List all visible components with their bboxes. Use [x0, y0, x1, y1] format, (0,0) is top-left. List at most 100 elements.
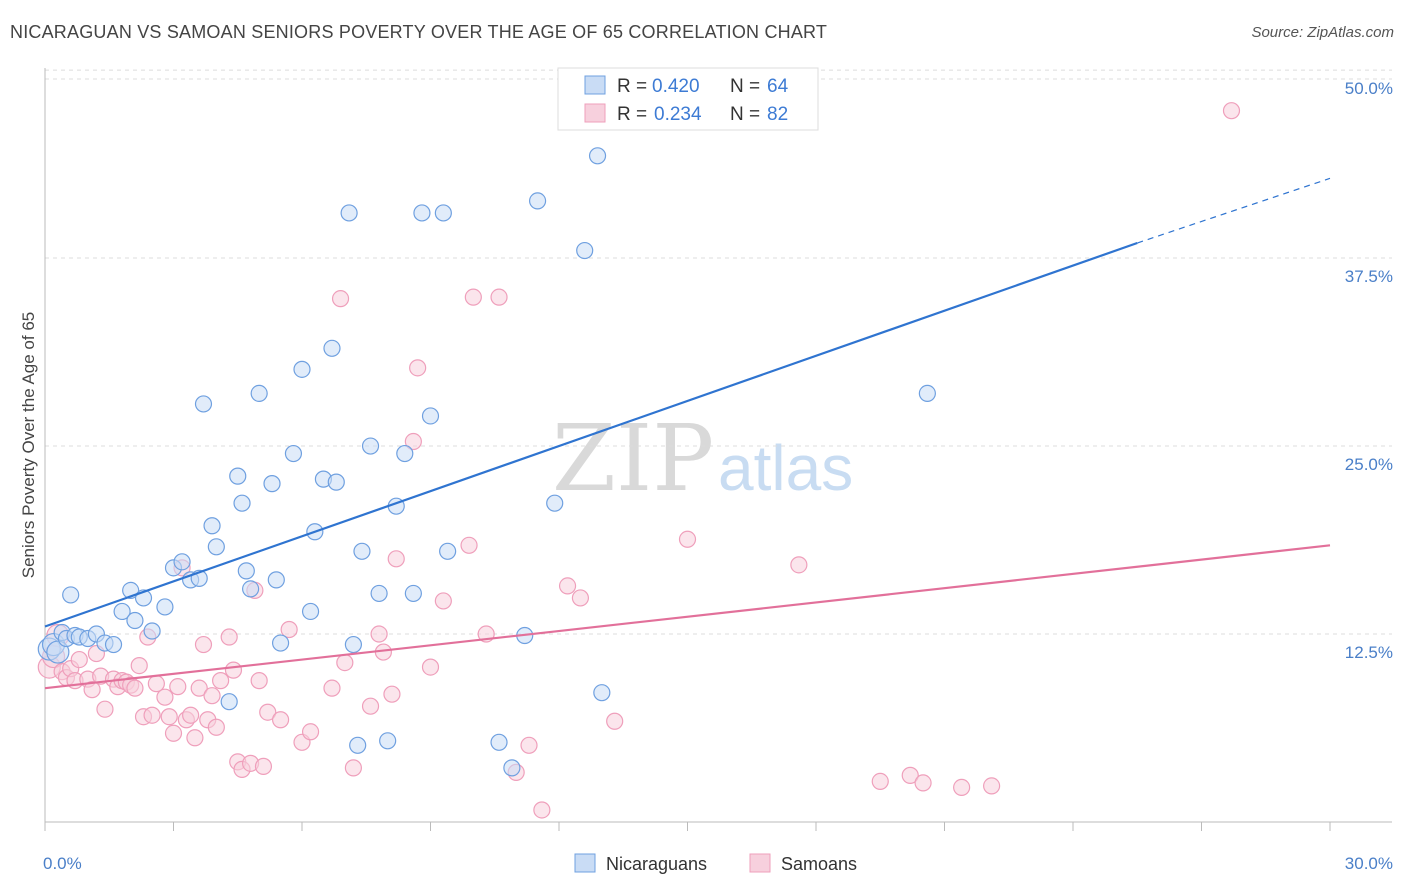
y-tick-label-0: 12.5%	[1345, 643, 1393, 662]
point-nicaraguans-27	[233, 494, 251, 512]
point-samoans-12	[96, 700, 114, 718]
point-samoans-69	[520, 736, 538, 754]
trendline-nicaraguans	[44, 241, 1138, 628]
legend-r-value-1: 0.420	[652, 76, 700, 97]
legend-n-value-2: 82	[767, 104, 788, 125]
point-samoans-38	[220, 628, 238, 646]
point-samoans-30	[182, 706, 200, 724]
point-samoans-27	[169, 678, 187, 696]
point-nicaraguans-39	[323, 339, 341, 357]
point-samoans-36	[207, 718, 225, 736]
point-samoans-67	[490, 288, 508, 306]
point-samoans-55	[361, 697, 380, 715]
point-samoans-19	[130, 656, 148, 675]
point-samoans-61	[409, 359, 427, 377]
point-samoans-31	[186, 729, 204, 747]
point-samoans-77	[901, 766, 919, 784]
point-samoans-76	[871, 772, 889, 790]
point-samoans-65	[464, 288, 482, 306]
legend-swatch-nicaraguans	[584, 75, 606, 95]
point-nicaraguans-34	[284, 444, 303, 463]
point-samoans-63	[434, 592, 452, 610]
point-nicaraguans-30	[250, 384, 268, 403]
series-legend-label-nicaraguans: Nicaraguans	[606, 854, 707, 874]
point-nicaraguans-40	[327, 473, 345, 491]
point-samoans-44	[250, 672, 268, 690]
legend-r-value-2: 0.234	[654, 104, 702, 125]
point-samoans-58	[383, 685, 401, 703]
point-samoans-24	[156, 688, 174, 706]
point-nicaraguans-22	[194, 395, 213, 413]
point-nicaraguans-49	[396, 444, 414, 463]
point-nicaraguans-17	[156, 598, 174, 616]
point-samoans-60	[404, 432, 422, 451]
point-nicaraguans-42	[344, 635, 362, 654]
point-samoans-74	[678, 530, 697, 548]
point-samoans-47	[271, 711, 290, 729]
point-samoans-45	[254, 757, 273, 775]
point-samoans-9	[83, 681, 101, 699]
point-nicaraguans-25	[220, 693, 238, 711]
legend-r-label-2: R =	[617, 104, 647, 125]
stats-legend: R = 0.420 N = 64 R = 0.234 N = 82	[557, 67, 819, 131]
point-nicaraguans-31	[263, 475, 281, 493]
point-nicaraguans-50	[404, 584, 422, 603]
y-axis-label: Seniors Poverty Over the Age of 65	[19, 312, 38, 578]
x-tick-label-min: 0.0%	[43, 854, 82, 873]
point-nicaraguans-53	[434, 204, 452, 222]
chart-title: NICARAGUAN VS SAMOAN SENIORS POVERTY OVE…	[10, 22, 828, 42]
point-samoans-18	[126, 679, 144, 697]
point-nicaraguans-45	[361, 437, 380, 455]
point-nicaraguans-61	[588, 147, 607, 165]
point-samoans-32	[190, 679, 208, 697]
point-samoans-71	[558, 577, 577, 595]
point-nicaraguans-56	[503, 759, 521, 777]
point-samoans-78	[914, 774, 932, 792]
y-tick-label-1: 25.0%	[1345, 455, 1393, 474]
point-nicaraguans-41	[340, 204, 358, 222]
point-samoans-75	[790, 556, 808, 574]
point-nicaraguans-52	[421, 407, 440, 425]
point-nicaraguans-46	[370, 584, 388, 603]
point-nicaraguans-32	[267, 571, 285, 589]
x-tick-label-max: 30.0%	[1345, 854, 1393, 873]
point-nicaraguans-47	[379, 732, 397, 750]
point-nicaraguans-23	[203, 517, 221, 535]
point-nicaraguans-26	[229, 467, 247, 485]
point-samoans-64	[460, 536, 478, 554]
point-samoans-79	[953, 778, 971, 797]
legend-swatch-samoans	[584, 103, 606, 123]
point-samoans-26	[164, 724, 183, 742]
series-legend-label-samoans: Samoans	[781, 854, 857, 874]
legend-n-label-1: N =	[730, 76, 760, 97]
legend-r-label-1: R =	[617, 76, 647, 97]
point-samoans-81	[1222, 102, 1241, 120]
point-nicaraguans-51	[413, 204, 431, 222]
x-ticks	[44, 822, 1331, 831]
point-nicaraguans-16	[143, 622, 161, 640]
point-samoans-39	[224, 661, 243, 679]
point-nicaraguans-63	[918, 384, 936, 403]
series-legend-swatch-samoans	[749, 853, 771, 873]
trendline-samoans	[44, 544, 1331, 690]
point-samoans-46	[259, 703, 277, 721]
series-nicaraguans-points	[37, 147, 936, 777]
point-nicaraguans-14	[126, 611, 144, 630]
point-nicaraguans-60	[576, 241, 594, 260]
point-nicaraguans-55	[490, 733, 508, 751]
point-samoans-25	[160, 708, 178, 726]
point-samoans-73	[606, 712, 624, 730]
point-samoans-54	[344, 759, 362, 777]
point-nicaraguans-54	[439, 542, 457, 560]
point-nicaraguans-44	[353, 542, 371, 560]
point-samoans-59	[387, 550, 405, 568]
point-samoans-70	[533, 801, 551, 819]
point-samoans-22	[143, 706, 161, 724]
gridlines	[45, 69, 1392, 635]
point-nicaraguans-11	[104, 635, 123, 654]
point-samoans-72	[571, 589, 590, 607]
point-nicaraguans-24	[207, 538, 225, 556]
watermark-atlas: atlas	[718, 432, 853, 504]
point-samoans-51	[323, 679, 341, 697]
